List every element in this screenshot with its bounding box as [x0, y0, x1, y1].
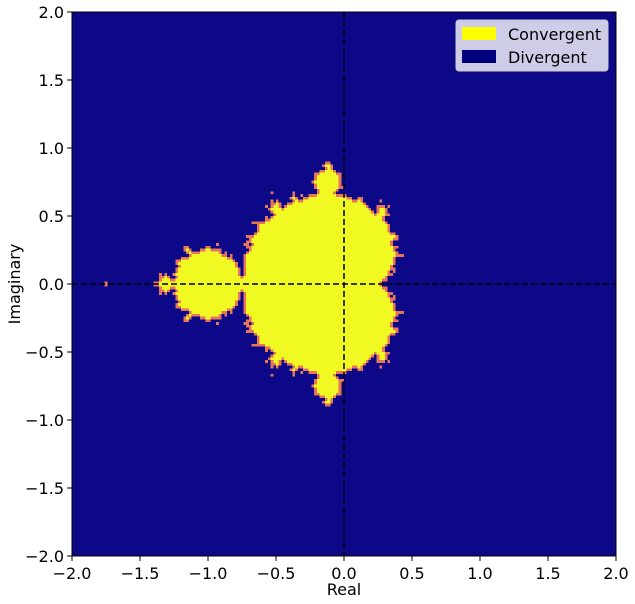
- legend-label-divergent: Divergent: [508, 48, 587, 67]
- legend-swatch-divergent: [462, 50, 496, 63]
- x-tick-label: −1.5: [121, 564, 160, 583]
- y-tick-label: −0.5: [25, 343, 64, 362]
- y-tick-label: 0.5: [39, 207, 64, 226]
- y-axis-label: Imaginary: [5, 244, 24, 325]
- reference-lines: [72, 12, 616, 556]
- y-tick-label: −1.0: [25, 411, 64, 430]
- y-tick-label: 0.0: [39, 275, 64, 294]
- x-tick-label: 0.0: [331, 564, 356, 583]
- x-axis-ticks: −2.0 −1.5 −1.0 −0.5 0.0 0.5 1.0 1.5 2.0: [53, 556, 629, 583]
- x-tick-label: 0.5: [399, 564, 424, 583]
- x-tick-label: −1.0: [189, 564, 228, 583]
- y-tick-label: −1.5: [25, 479, 64, 498]
- x-tick-label: 1.5: [535, 564, 560, 583]
- x-tick-label: −2.0: [53, 564, 92, 583]
- y-tick-label: 1.5: [39, 71, 64, 90]
- legend-swatch-convergent: [462, 27, 496, 40]
- x-tick-label: −0.5: [257, 564, 296, 583]
- y-axis-ticks: −2.0 −1.5 −1.0 −0.5 0.0 0.5 1.0 1.5 2.0: [25, 3, 72, 566]
- x-tick-label: 1.0: [467, 564, 492, 583]
- y-tick-label: 2.0: [39, 3, 64, 22]
- x-axis-label: Real: [327, 580, 362, 599]
- y-tick-label: 1.0: [39, 139, 64, 158]
- y-tick-label: −2.0: [25, 547, 64, 566]
- legend-label-convergent: Convergent: [508, 25, 601, 44]
- x-tick-label: 2.0: [603, 564, 628, 583]
- legend: Convergent Divergent: [455, 19, 609, 72]
